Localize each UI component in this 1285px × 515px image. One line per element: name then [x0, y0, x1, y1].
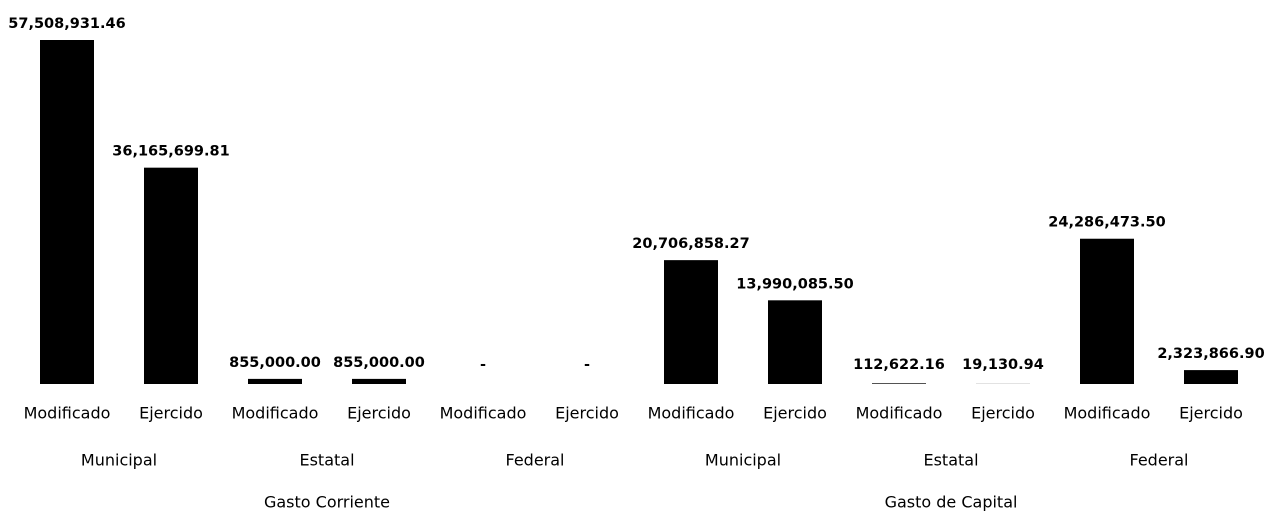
group-label: Estatal [923, 451, 978, 470]
bar [872, 383, 926, 384]
bar [352, 378, 406, 384]
value-label: 2,323,866.90 [1157, 346, 1264, 362]
value-label: 855,000.00 [229, 355, 321, 371]
category-label: Modificado [856, 404, 943, 423]
category-label: Modificado [1064, 404, 1151, 423]
category-label: Ejercido [555, 404, 619, 423]
supergroup-label: Gasto de Capital [885, 493, 1018, 512]
value-label: 13,990,085.50 [736, 276, 853, 292]
category-label: Ejercido [347, 404, 411, 423]
value-label: 112,622.16 [853, 357, 945, 373]
category-label: Modificado [24, 404, 111, 423]
group-label: Municipal [705, 451, 781, 470]
bar [144, 167, 198, 384]
value-label: 855,000.00 [333, 355, 425, 371]
group-label: Municipal [81, 451, 157, 470]
category-label: Ejercido [971, 404, 1035, 423]
group-label: Federal [1130, 451, 1189, 470]
category-label: Modificado [648, 404, 735, 423]
category-label: Ejercido [763, 404, 827, 423]
supergroup-label: Gasto Corriente [264, 493, 390, 512]
category-label: Modificado [440, 404, 527, 423]
bar [1080, 238, 1134, 384]
value-label: - [584, 357, 590, 373]
category-label: Modificado [232, 404, 319, 423]
group-label: Federal [506, 451, 565, 470]
bar [1184, 370, 1238, 384]
value-label: - [480, 357, 486, 373]
value-label: 24,286,473.50 [1048, 215, 1165, 231]
bar [248, 378, 302, 384]
value-label: 36,165,699.81 [112, 144, 229, 160]
bar [40, 40, 94, 384]
category-label: Ejercido [1179, 404, 1243, 423]
value-label: 57,508,931.46 [8, 16, 125, 32]
bar [664, 260, 718, 384]
value-label: 19,130.94 [962, 357, 1044, 373]
category-label: Ejercido [139, 404, 203, 423]
group-label: Estatal [299, 451, 354, 470]
bar [768, 300, 822, 384]
value-label: 20,706,858.27 [632, 236, 749, 252]
